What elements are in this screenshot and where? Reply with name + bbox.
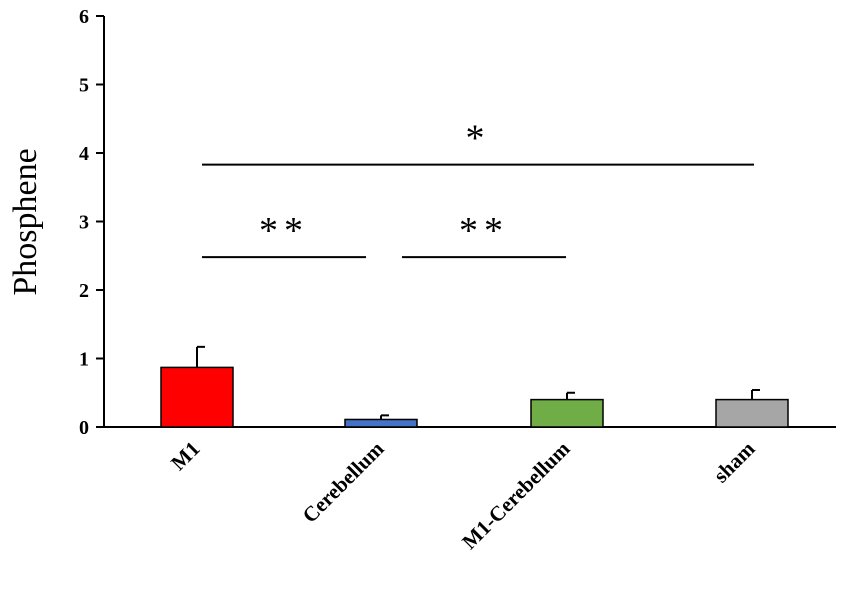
category-label: M1-Cerebellum (457, 436, 575, 554)
category-label: M1 (166, 437, 204, 475)
y-tick-label: 2 (79, 280, 89, 302)
y-tick-label: 5 (79, 75, 89, 97)
y-tick-label: 4 (79, 143, 89, 165)
error-bars (196, 345, 760, 420)
significance-label: ** (259, 210, 309, 252)
bars (160, 366, 789, 428)
significance-label: ** (459, 210, 509, 252)
y-tick-label: 1 (79, 349, 89, 371)
bar (344, 418, 418, 428)
bar (160, 366, 234, 428)
significance-annotations: ** *** (202, 118, 754, 259)
category-label: sham (709, 436, 760, 487)
bar (530, 398, 604, 428)
significance-label: * (466, 118, 491, 160)
y-tick-label: 3 (79, 212, 89, 234)
y-tick-label: 6 (79, 6, 89, 28)
y-axis-label: Phosphene (7, 148, 44, 295)
y-tick-label: 0 (79, 417, 89, 439)
bar (715, 398, 789, 428)
category-labels: M1 Cerebellum M1-Cerebellum sham (166, 436, 760, 554)
category-label: Cerebellum (298, 436, 389, 527)
